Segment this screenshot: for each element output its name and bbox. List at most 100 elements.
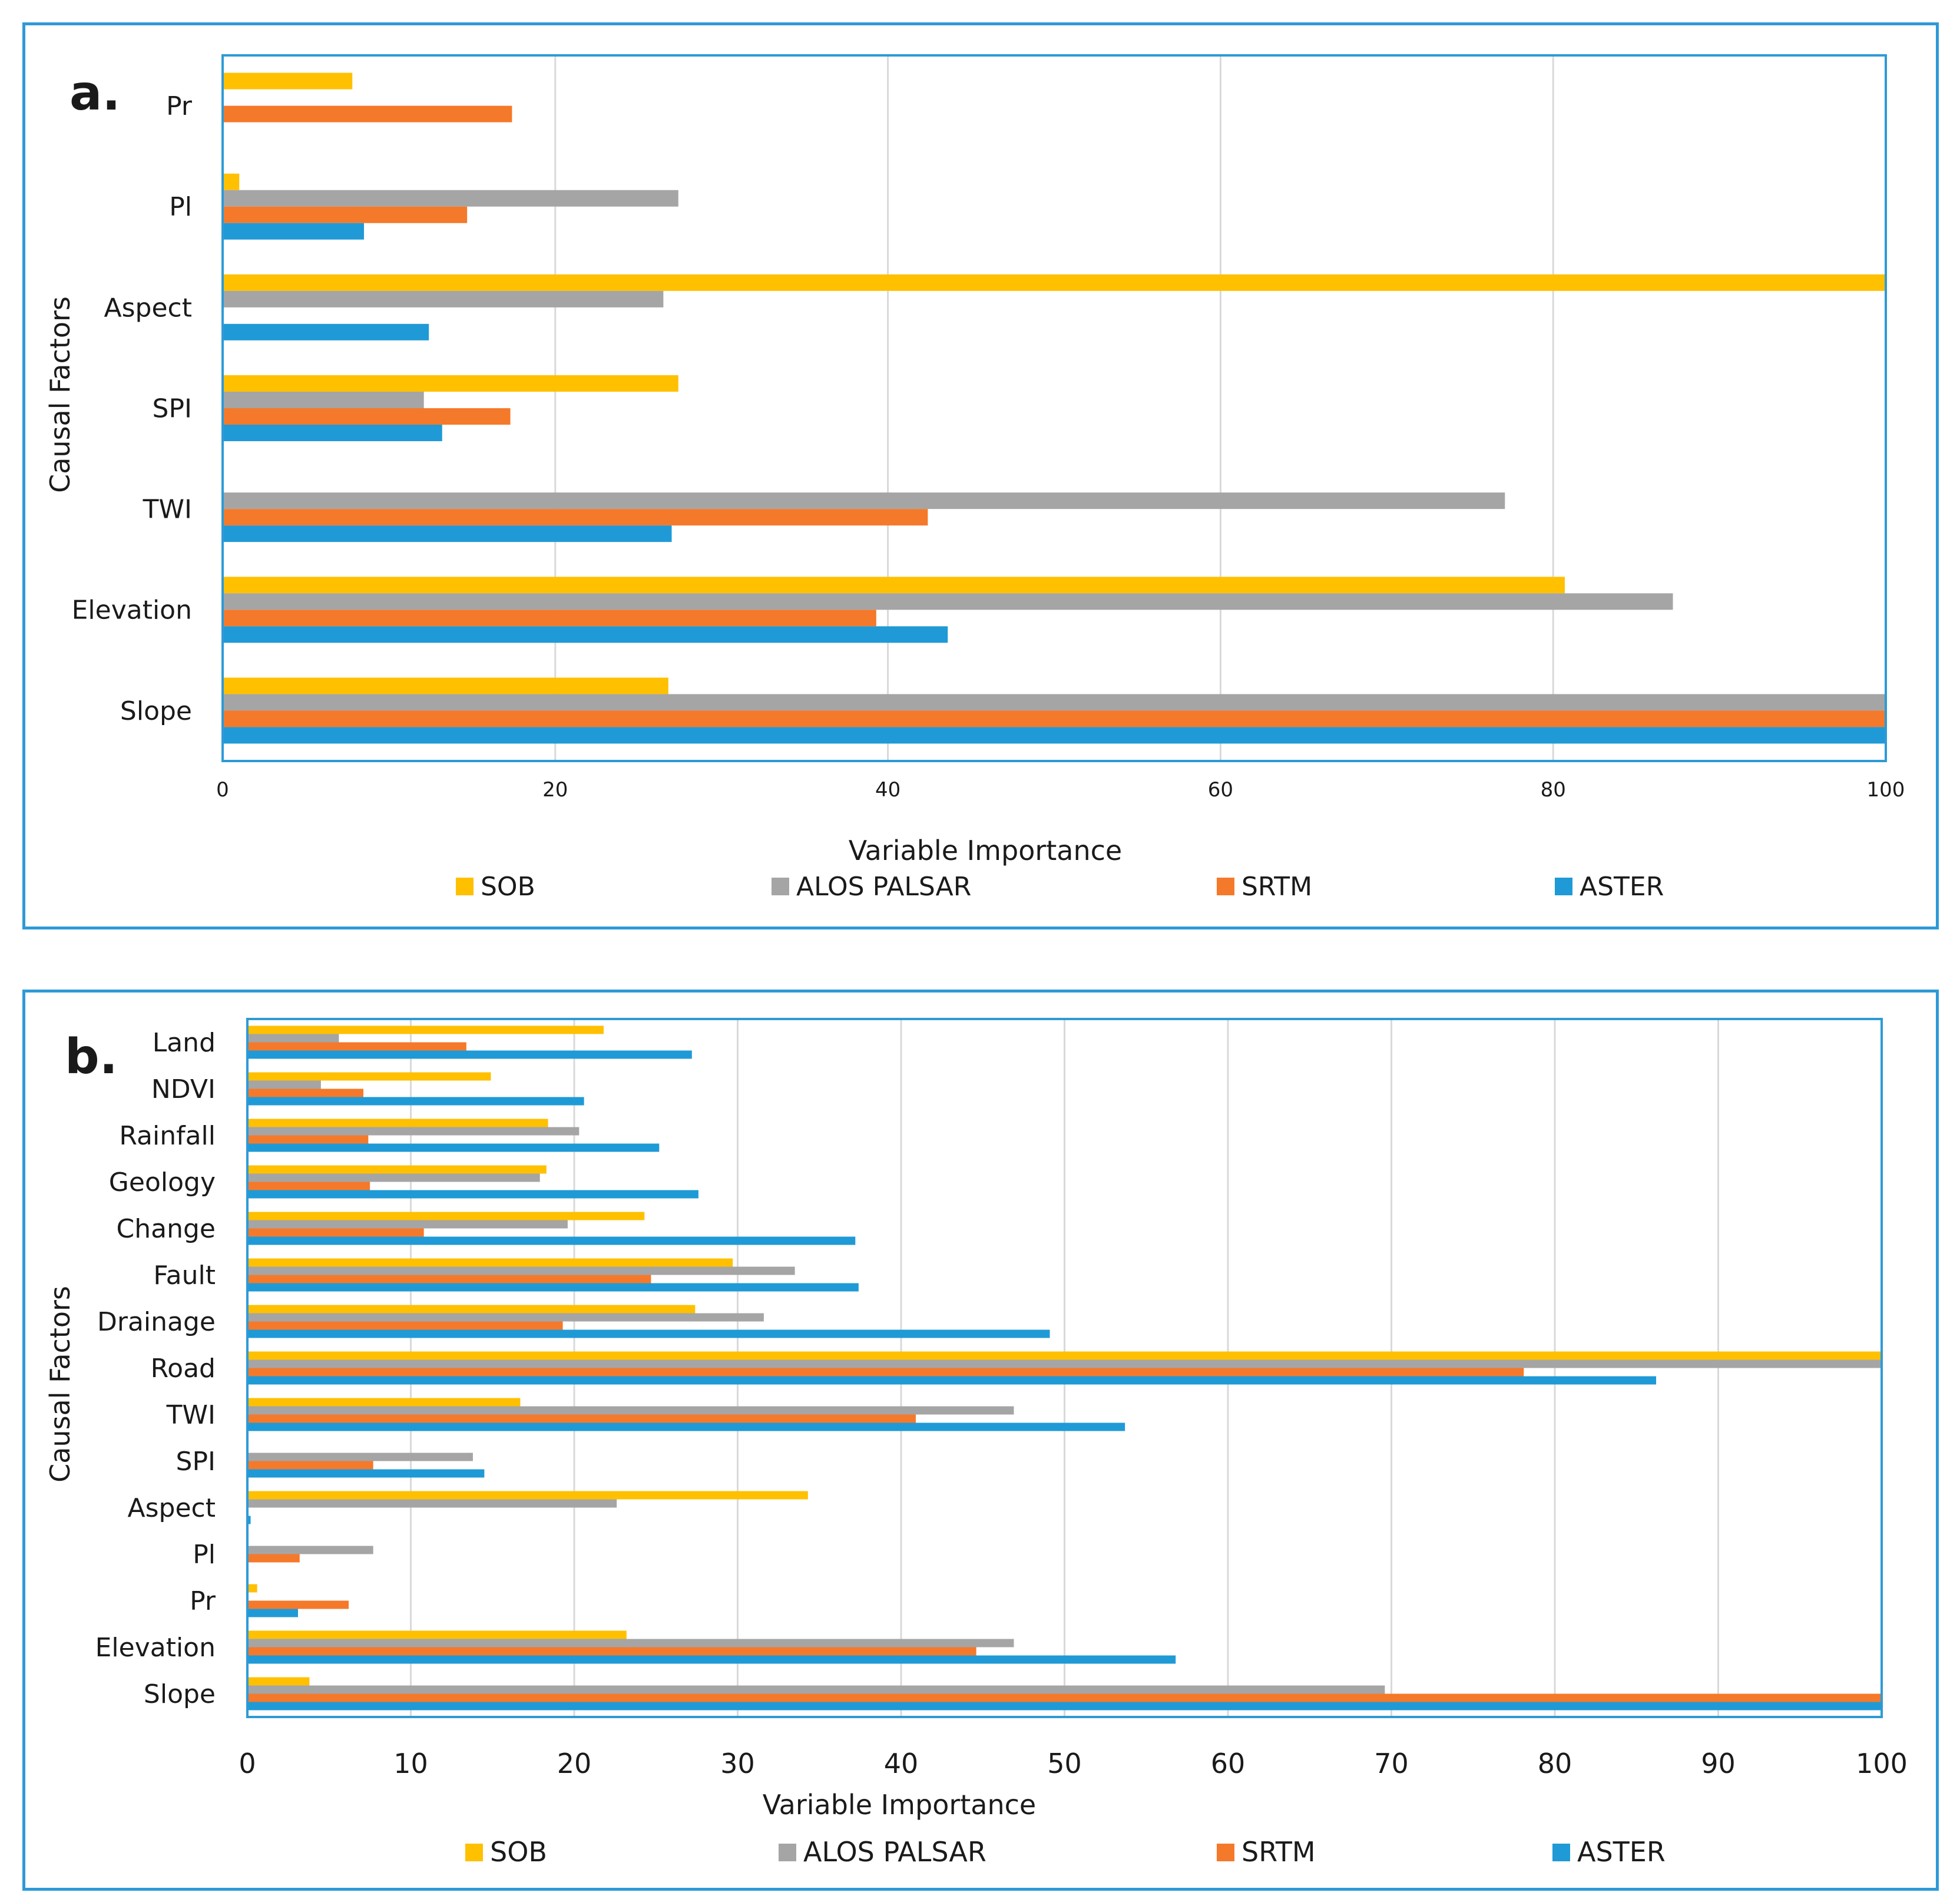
bar-aster <box>247 1190 698 1199</box>
bar-srtm <box>223 206 468 223</box>
bar-sob <box>223 375 678 392</box>
bar-alos-palsar <box>247 1499 617 1508</box>
bar-srtm <box>247 1321 563 1330</box>
bar-aster <box>223 425 442 441</box>
x-tick-label: 100 <box>1867 778 1905 802</box>
bar-aster <box>247 1143 660 1152</box>
bar-aster <box>223 323 429 340</box>
category-label: Change <box>117 1214 216 1244</box>
x-tick-label: 40 <box>875 778 900 802</box>
bar-aster <box>247 1097 584 1106</box>
bar-sob <box>247 1584 257 1593</box>
legend-swatch <box>1555 878 1572 895</box>
bar-sob <box>247 1258 733 1267</box>
x-axis-title: Variable Importance <box>849 835 1122 866</box>
legend-swatch <box>1217 878 1234 895</box>
category-label: SPI <box>153 393 192 424</box>
legend-label: ALOS PALSAR <box>803 1836 986 1868</box>
x-tick-label: 40 <box>884 1748 919 1779</box>
x-tick-label: 20 <box>557 1748 592 1779</box>
bar-aster <box>223 626 948 643</box>
bar-alos-palsar <box>247 1127 580 1136</box>
bar-sob <box>247 1677 310 1686</box>
x-tick-label: 60 <box>1211 1748 1246 1779</box>
bar-sob <box>247 1305 696 1314</box>
x-tick-label: 0 <box>239 1748 256 1779</box>
legend-label: ASTER <box>1580 872 1664 902</box>
category-label: TWI <box>143 495 192 525</box>
bar-alos-palsar <box>223 694 1886 711</box>
bar-alos-palsar <box>247 1453 473 1461</box>
bar-srtm <box>223 509 928 526</box>
bar-aster <box>247 1655 1176 1664</box>
legend-label: ALOS PALSAR <box>796 872 971 902</box>
bar-aster <box>247 1050 692 1059</box>
bar-sob <box>223 173 240 190</box>
bar-alos-palsar <box>247 1173 540 1182</box>
category-label: Pr <box>190 1586 216 1616</box>
bar-sob <box>247 1165 547 1174</box>
bar-aster <box>247 1283 859 1292</box>
x-tick-label: 80 <box>1541 778 1566 802</box>
bar-aster <box>223 727 1886 744</box>
bar-alos-palsar <box>223 492 1505 510</box>
plot-area-border <box>221 54 1887 762</box>
bar-alos-palsar <box>247 1220 568 1229</box>
bar-srtm <box>223 105 512 123</box>
category-label: Pl <box>193 1540 216 1570</box>
category-label: Slope <box>144 1679 216 1709</box>
bar-sob <box>247 1025 604 1034</box>
panel-label: a. <box>69 65 120 121</box>
bar-alos-palsar <box>247 1406 1014 1415</box>
bar-alos-palsar <box>223 190 678 207</box>
legend-swatch <box>1552 1844 1570 1861</box>
bar-alos-palsar <box>223 593 1673 610</box>
legend-label: SOB <box>481 872 535 902</box>
bar-sob <box>247 1491 808 1500</box>
bar-sob <box>247 1398 521 1407</box>
category-label: Land <box>153 1028 216 1058</box>
bar-alos-palsar <box>223 290 664 307</box>
x-tick-label: 70 <box>1374 1748 1409 1779</box>
x-tick-label: 60 <box>1208 778 1233 802</box>
panel-label: b. <box>65 1029 118 1085</box>
category-label: Aspect <box>104 293 192 323</box>
category-label: Pr <box>166 91 193 121</box>
bar-aster <box>223 525 672 542</box>
category-label: Drainage <box>97 1307 216 1337</box>
category-label: Fault <box>153 1261 216 1291</box>
x-tick-label: 100 <box>1856 1748 1908 1779</box>
bar-alos-palsar <box>247 1080 321 1089</box>
bar-alos-palsar <box>247 1034 339 1043</box>
bar-aster <box>223 223 365 240</box>
category-label: Road <box>151 1354 216 1384</box>
bar-sob <box>223 577 1565 594</box>
bar-alos-palsar <box>247 1266 795 1275</box>
bar-srtm <box>247 1693 1882 1702</box>
legend-label: SOB <box>490 1836 547 1868</box>
category-label: Geology <box>109 1167 216 1197</box>
x-tick-label: 30 <box>720 1748 755 1779</box>
bar-srtm <box>247 1042 466 1051</box>
bar-srtm <box>247 1275 651 1283</box>
bar-srtm <box>247 1461 373 1470</box>
chart-panel-a <box>22 22 1939 929</box>
bar-aster <box>247 1422 1125 1431</box>
bar-alos-palsar <box>247 1685 1385 1694</box>
bar-aster <box>247 1609 299 1617</box>
bar-sob <box>247 1351 1882 1360</box>
bar-srtm <box>223 610 876 627</box>
bar-sob <box>223 274 1886 291</box>
category-label: Pl <box>169 192 192 222</box>
category-label: TWI <box>166 1400 216 1430</box>
x-tick-label: 10 <box>393 1748 428 1779</box>
y-axis-title: Causal Factors <box>44 296 76 493</box>
legend-swatch <box>465 1844 483 1861</box>
category-label: SPI <box>176 1447 216 1477</box>
bar-srtm <box>223 710 1886 727</box>
bar-alos-palsar <box>247 1639 1014 1647</box>
x-tick-label: 50 <box>1047 1748 1082 1779</box>
bar-sob <box>247 1119 548 1127</box>
bar-alos-palsar <box>223 392 424 408</box>
